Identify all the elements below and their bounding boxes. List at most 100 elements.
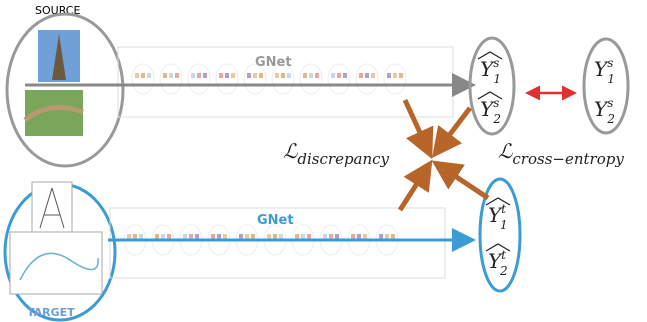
wall-sketch bbox=[10, 232, 102, 294]
unit bbox=[191, 73, 195, 78]
unit bbox=[141, 73, 145, 78]
unit bbox=[253, 73, 257, 78]
loss-symbol: ℒ bbox=[283, 139, 298, 163]
layer bbox=[328, 64, 350, 94]
unit bbox=[303, 73, 307, 78]
unit bbox=[399, 73, 403, 78]
unit bbox=[247, 73, 251, 78]
unit bbox=[139, 234, 143, 239]
subscript: 1 bbox=[607, 72, 615, 86]
layer bbox=[300, 64, 322, 94]
unit bbox=[211, 234, 215, 239]
superscript: s bbox=[607, 96, 613, 110]
unit bbox=[203, 73, 207, 78]
superscript: s bbox=[607, 56, 613, 70]
unit bbox=[189, 234, 193, 239]
unit bbox=[309, 73, 313, 78]
unit bbox=[135, 73, 139, 78]
unit bbox=[251, 234, 255, 239]
unit bbox=[225, 73, 229, 78]
superscript: s bbox=[493, 96, 499, 110]
subscript: 2 bbox=[499, 264, 508, 278]
subscript: 1 bbox=[500, 218, 508, 232]
superscript: t bbox=[501, 202, 506, 216]
unit bbox=[169, 73, 173, 78]
unit bbox=[335, 234, 339, 239]
unit bbox=[127, 234, 131, 239]
unit bbox=[197, 73, 201, 78]
unit bbox=[281, 73, 285, 78]
unit bbox=[161, 234, 165, 239]
superscript: t bbox=[501, 248, 506, 262]
unit bbox=[387, 73, 391, 78]
unit bbox=[147, 73, 151, 78]
arrow bbox=[400, 168, 427, 210]
unit bbox=[273, 234, 277, 239]
unit bbox=[167, 234, 171, 239]
unit bbox=[323, 234, 327, 239]
unit bbox=[307, 234, 311, 239]
subscript: 1 bbox=[493, 72, 501, 86]
network-label: GNet bbox=[255, 55, 292, 70]
unit bbox=[315, 73, 319, 78]
unit bbox=[379, 234, 383, 239]
layer bbox=[188, 64, 210, 94]
arrow bbox=[438, 108, 470, 150]
layer bbox=[160, 64, 182, 94]
subscript: 2 bbox=[492, 112, 501, 126]
layer bbox=[384, 64, 406, 94]
unit bbox=[175, 73, 179, 78]
unit bbox=[133, 234, 137, 239]
unit bbox=[359, 73, 363, 78]
unit bbox=[183, 234, 187, 239]
unit bbox=[217, 234, 221, 239]
unit bbox=[343, 73, 347, 78]
layer bbox=[216, 64, 238, 94]
target-label: TARGET bbox=[27, 306, 75, 319]
unit bbox=[337, 73, 341, 78]
unit bbox=[287, 73, 291, 78]
layer bbox=[132, 64, 154, 94]
arrow bbox=[405, 100, 428, 150]
unit bbox=[223, 234, 227, 239]
unit bbox=[267, 234, 271, 239]
unit bbox=[329, 234, 333, 239]
math-symbol: Ys1 bbox=[594, 56, 615, 86]
figure: SOURCE TARGET GNet GNet Ys1Ys2Ys1Ys2Yt1Y… bbox=[0, 0, 647, 322]
unit bbox=[371, 73, 375, 78]
loss-subscript: discrepancy bbox=[297, 150, 389, 168]
unit bbox=[239, 234, 243, 239]
superscript: s bbox=[493, 56, 499, 70]
unit bbox=[331, 73, 335, 78]
loss-label: ℒdiscrepancy bbox=[283, 139, 390, 168]
unit bbox=[275, 73, 279, 78]
unit bbox=[295, 234, 299, 239]
loss-symbol: ℒ bbox=[498, 139, 513, 163]
unit bbox=[351, 234, 355, 239]
unit bbox=[195, 234, 199, 239]
network-label: GNet bbox=[257, 213, 294, 228]
unit bbox=[391, 234, 395, 239]
loss-subscript: cross−entropy bbox=[512, 150, 624, 168]
unit bbox=[357, 234, 361, 239]
unit bbox=[363, 234, 367, 239]
unit bbox=[245, 234, 249, 239]
unit bbox=[279, 234, 283, 239]
loss-label: ℒcross−entropy bbox=[498, 139, 624, 168]
unit bbox=[163, 73, 167, 78]
subscript: 2 bbox=[606, 112, 615, 126]
unit bbox=[365, 73, 369, 78]
unit bbox=[393, 73, 397, 78]
layer bbox=[356, 64, 378, 94]
arrow bbox=[440, 166, 488, 198]
unit bbox=[219, 73, 223, 78]
unit bbox=[385, 234, 389, 239]
unit bbox=[259, 73, 263, 78]
unit bbox=[155, 234, 159, 239]
unit bbox=[301, 234, 305, 239]
